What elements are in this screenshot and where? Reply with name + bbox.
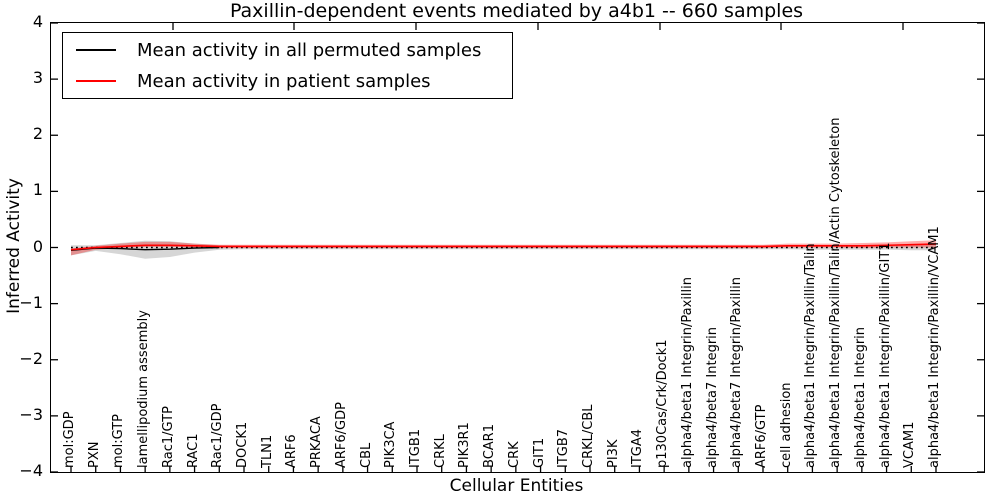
x-tick-label: TLN1	[259, 434, 275, 468]
x-tick-label: PIK3R1	[457, 422, 473, 468]
x-tick-label: mol:GDP	[62, 411, 77, 468]
x-tick-label: CRKL	[432, 434, 448, 468]
x-tick-label: p130Cas/Crk/Dock1	[655, 339, 671, 468]
x-tick-label: ARF6/GDP	[333, 402, 349, 468]
x-tick-label: cell adhesion	[778, 382, 794, 468]
x-tick-label: mol:GTP	[111, 414, 127, 468]
x-tick-label: ITGA4	[630, 428, 646, 468]
x-tick-label: GIT1	[531, 437, 547, 468]
y-tick-label: 1	[32, 180, 43, 200]
x-tick-label: Rac1/GTP	[160, 406, 176, 468]
y-tick-label: −3	[19, 404, 43, 424]
y-tick-label: −2	[19, 348, 43, 368]
x-tick-label: alpha4/beta1 Integrin/Paxillin/Talin/Act…	[828, 117, 844, 468]
x-tick-label: ITGB1	[407, 428, 423, 468]
x-tick-label: CRK	[506, 441, 522, 468]
x-tick-label: alpha4/beta1 Integrin/Paxillin/VCAM1	[926, 226, 942, 468]
x-tick-label: alpha4/beta7 Integrin	[704, 326, 720, 468]
x-tick-label: BCAR1	[482, 424, 498, 468]
permuted-std-band	[71, 240, 936, 259]
legend-item-label: Mean activity in patient samples	[137, 70, 431, 92]
y-tick-label: −4	[19, 461, 43, 480]
x-tick-label: lamellipodium assembly	[136, 310, 152, 468]
x-tick-label: VCAM1	[902, 421, 918, 468]
x-tick-label: Rac1/GDP	[210, 403, 226, 468]
x-tick-label: ARF6/GTP	[753, 404, 769, 468]
y-tick-label: 4	[32, 12, 43, 31]
plot-area	[50, 22, 985, 473]
legend-line-sample	[76, 80, 116, 82]
x-tick-label: PIK3CA	[383, 421, 399, 468]
x-tick-label: ITGB7	[556, 428, 572, 468]
x-tick-label: RAC1	[185, 433, 201, 468]
y-tick-label: −1	[19, 292, 43, 312]
x-tick-label: PXN	[86, 441, 102, 468]
plot-canvas	[51, 23, 984, 472]
legend-item-0: Mean activity in all permuted samples	[63, 38, 512, 62]
x-tick-label: alpha4/beta1 Integrin	[852, 326, 868, 468]
x-tick-label: CRKL/CBL	[580, 404, 596, 469]
y-tick-label: 0	[32, 236, 43, 256]
y-tick-label: 2	[32, 124, 43, 144]
legend-box: Mean activity in all permuted samples Mea…	[62, 32, 513, 99]
y-tick-label: 3	[32, 68, 43, 88]
x-tick-label: ARF6	[284, 434, 300, 468]
x-tick-label: DOCK1	[234, 421, 250, 468]
x-tick-label: PI3K	[605, 439, 621, 468]
x-tick-label: CBL	[358, 442, 374, 468]
patient-std-band	[71, 240, 936, 256]
x-tick-label: alpha4/beta7 Integrin/Paxillin	[729, 276, 745, 468]
x-tick-label: alpha4/beta1 Integrin/Paxillin/GIT1	[877, 242, 893, 468]
x-tick-label: alpha4/beta1 Integrin/Paxillin/Talin	[803, 243, 819, 468]
legend-item-label: Mean activity in all permuted samples	[137, 39, 482, 61]
patient-mean-line	[70, 243, 937, 251]
x-tick-label: alpha4/beta1 Integrin/Paxillin	[679, 276, 695, 468]
legend-item-1: Mean activity in patient samples	[63, 69, 512, 93]
chart-title: Paxillin-dependent events mediated by a4…	[229, 0, 804, 22]
x-tick-label: PRKACA	[309, 416, 325, 468]
legend-line-sample	[76, 49, 116, 51]
x-axis-label: Cellular Entities	[449, 476, 584, 496]
